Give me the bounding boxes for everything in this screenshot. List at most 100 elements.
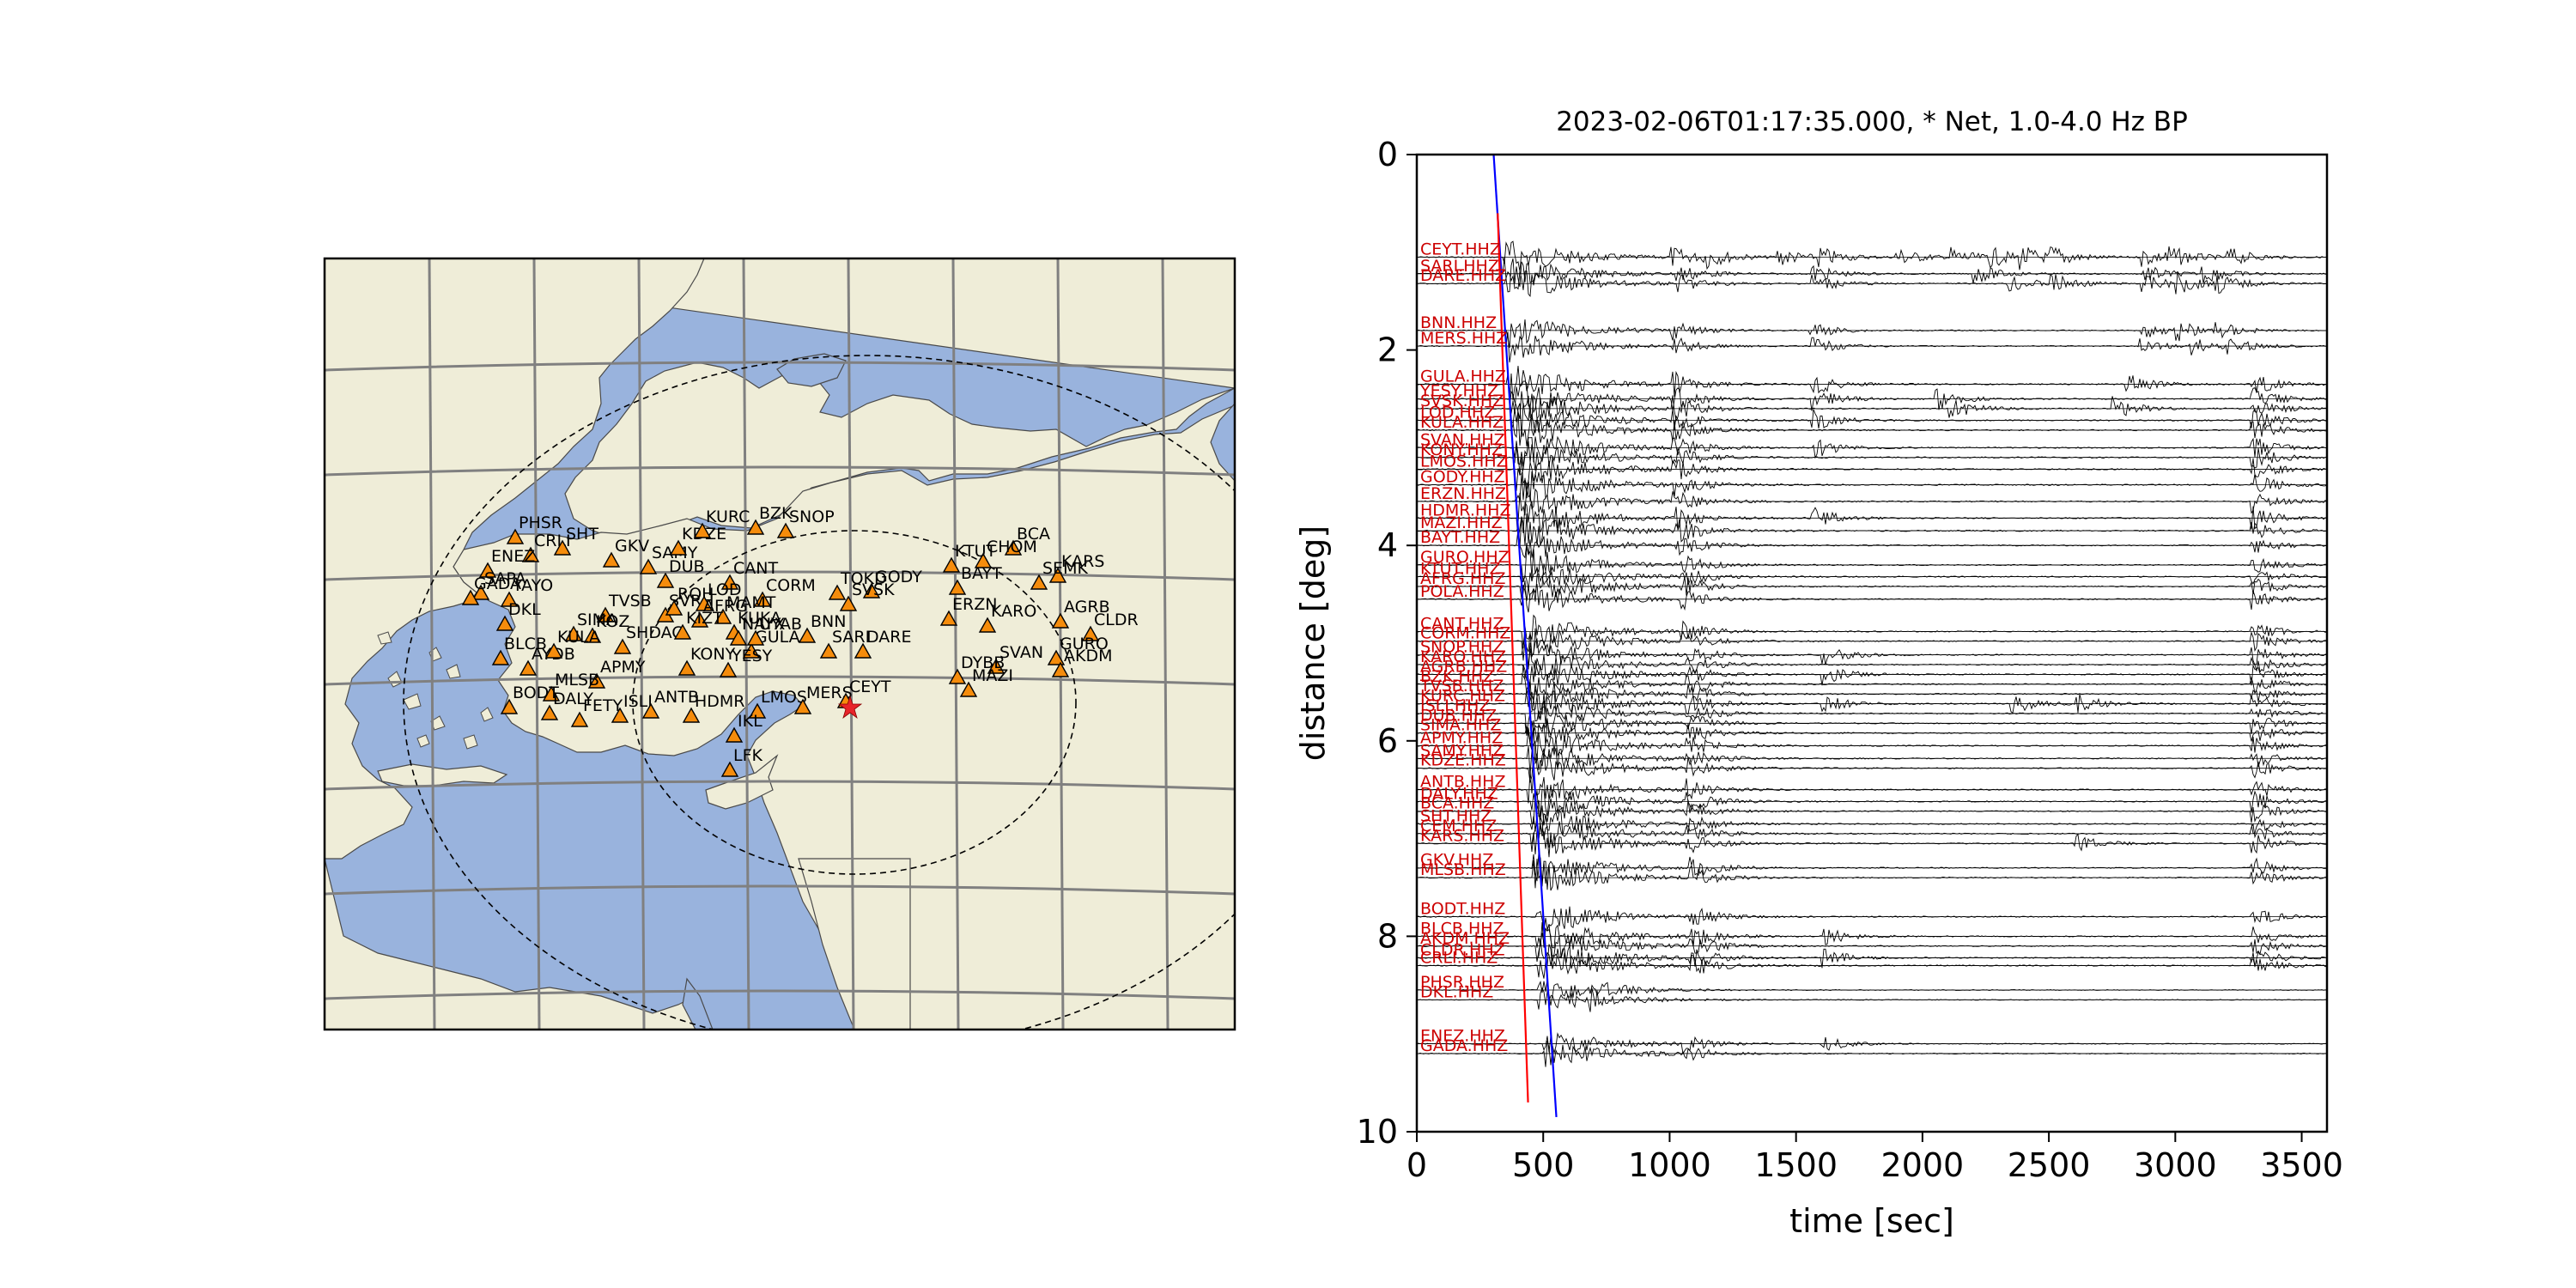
station-marker xyxy=(570,711,589,727)
station-marker xyxy=(720,761,739,777)
station-marker xyxy=(542,685,561,702)
station-marker xyxy=(471,584,490,600)
station-label: LOD xyxy=(708,580,742,599)
waveform-trace xyxy=(1417,457,2327,491)
trace-label: SAMY.HHZ xyxy=(1420,741,1504,760)
station-label: ENEZ xyxy=(491,547,535,566)
station-label: DKL xyxy=(508,600,541,619)
station-label: AFRG xyxy=(703,597,748,616)
station-label: LFK xyxy=(733,746,763,765)
phase-line xyxy=(1497,213,1529,1103)
station-marker xyxy=(669,539,688,556)
station-marker xyxy=(1081,625,1100,641)
station-label: SVSK xyxy=(852,580,895,599)
y-tick-label: 2 xyxy=(1377,331,1398,369)
station-label: NAYX xyxy=(742,615,785,634)
station-label: CORM xyxy=(766,576,816,595)
waveform-trace xyxy=(1417,711,2327,743)
waveform-trace xyxy=(1417,906,2327,933)
station-label: GURO xyxy=(1060,635,1109,653)
waveform-trace xyxy=(1417,319,2327,349)
y-axis-label: distance [deg] xyxy=(1294,526,1332,761)
station-marker xyxy=(461,589,480,605)
y-tick-label: 6 xyxy=(1377,722,1398,760)
waveform-trace xyxy=(1417,471,2327,501)
station-marker xyxy=(491,649,510,665)
trace-label: MERS.HHZ xyxy=(1420,329,1507,348)
waveform-trace xyxy=(1417,825,2327,858)
trace-label: MLSB.HHZ xyxy=(1420,860,1506,879)
range-circle-outer xyxy=(403,355,1235,1030)
trace-label: TVSB.HHZ xyxy=(1419,677,1504,696)
trace-label: SARI.HHZ xyxy=(1420,257,1499,276)
trace-label: BLCB.HHZ xyxy=(1420,919,1504,938)
station-marker xyxy=(798,627,817,643)
y-tick-label: 0 xyxy=(1377,136,1398,173)
station-marker xyxy=(587,672,606,689)
y-tick-label: 8 xyxy=(1377,917,1398,955)
trace-label: GURO.HHZ xyxy=(1420,548,1510,567)
trace-label: CORM.HHZ xyxy=(1420,624,1510,643)
station-label: KARO xyxy=(991,602,1036,621)
waveform-trace xyxy=(1417,811,2327,835)
station-label: BODT xyxy=(513,683,559,702)
station-label: DYBB xyxy=(961,653,1005,672)
station-label: AKDM xyxy=(1064,647,1112,665)
y-tick-label: 4 xyxy=(1377,526,1398,564)
station-label: KONY xyxy=(690,645,736,664)
station-label: BCA xyxy=(1017,525,1050,544)
waveform-trace xyxy=(1417,921,2327,949)
waveform-trace xyxy=(1417,240,2327,271)
waveform-trace xyxy=(1417,659,2327,695)
station-marker xyxy=(677,659,696,676)
waveform-trace xyxy=(1417,390,2327,422)
trace-label: KONY.HHZ xyxy=(1420,440,1503,459)
x-tick-label: 3500 xyxy=(2260,1146,2343,1184)
plot-frame xyxy=(1415,153,2329,1133)
waveform-trace xyxy=(1417,501,2327,540)
station-label: LMOS xyxy=(761,688,807,707)
station-label: AGRB xyxy=(1064,598,1110,617)
trace-label: SVSK.HHZ xyxy=(1420,392,1504,410)
station-label: DUB xyxy=(669,557,705,576)
phase-line xyxy=(1492,155,1558,1118)
station-marker xyxy=(719,661,738,677)
station-label: KTUT xyxy=(955,542,996,561)
trace-label: KTUT.HHZ xyxy=(1420,560,1500,579)
y-tick-label: 10 xyxy=(1357,1113,1398,1151)
station-label: BZK xyxy=(759,504,793,523)
station-marker xyxy=(828,584,847,600)
station-label: BAYT xyxy=(961,564,1002,583)
station-marker xyxy=(729,629,748,646)
trace-label: GULA.HHZ xyxy=(1420,367,1506,386)
trace-layer xyxy=(1417,240,2327,1067)
chart-title: 2023-02-06T01:17:35.000, * Net, 1.0-4.0 … xyxy=(1556,106,2188,137)
station-label: GODY xyxy=(875,568,922,586)
trace-label: CLDR.HHZ xyxy=(1420,940,1505,959)
station-label: KULA xyxy=(557,628,600,647)
station-label: IKL xyxy=(738,712,762,731)
station-marker xyxy=(987,658,1005,674)
trace-label: CRLI.HHZ xyxy=(1420,949,1498,968)
trace-label: SVAN.HHZ xyxy=(1420,430,1505,449)
waveform-trace xyxy=(1417,859,2327,891)
trace-label: GADA.HHZ xyxy=(1420,1036,1508,1055)
station-marker xyxy=(978,617,997,633)
station-marker xyxy=(690,611,709,628)
station-marker xyxy=(854,642,872,659)
station-label: TOKD xyxy=(840,569,887,588)
waveform-trace xyxy=(1417,529,2327,559)
station-label: ERZN xyxy=(952,595,997,614)
trace-label: KURC.HHZ xyxy=(1420,687,1505,706)
station-marker xyxy=(819,642,838,659)
station-marker xyxy=(673,623,692,640)
trace-label: KARO.HHZ xyxy=(1420,647,1506,666)
station-label: SARI xyxy=(832,628,870,647)
station-marker xyxy=(665,599,683,616)
station-label: ANTB xyxy=(654,688,699,707)
trace-label: LOD.HHZ xyxy=(1420,404,1495,422)
station-label: BLCB xyxy=(504,635,547,653)
station-marker xyxy=(544,642,563,659)
station-marker xyxy=(500,698,519,714)
